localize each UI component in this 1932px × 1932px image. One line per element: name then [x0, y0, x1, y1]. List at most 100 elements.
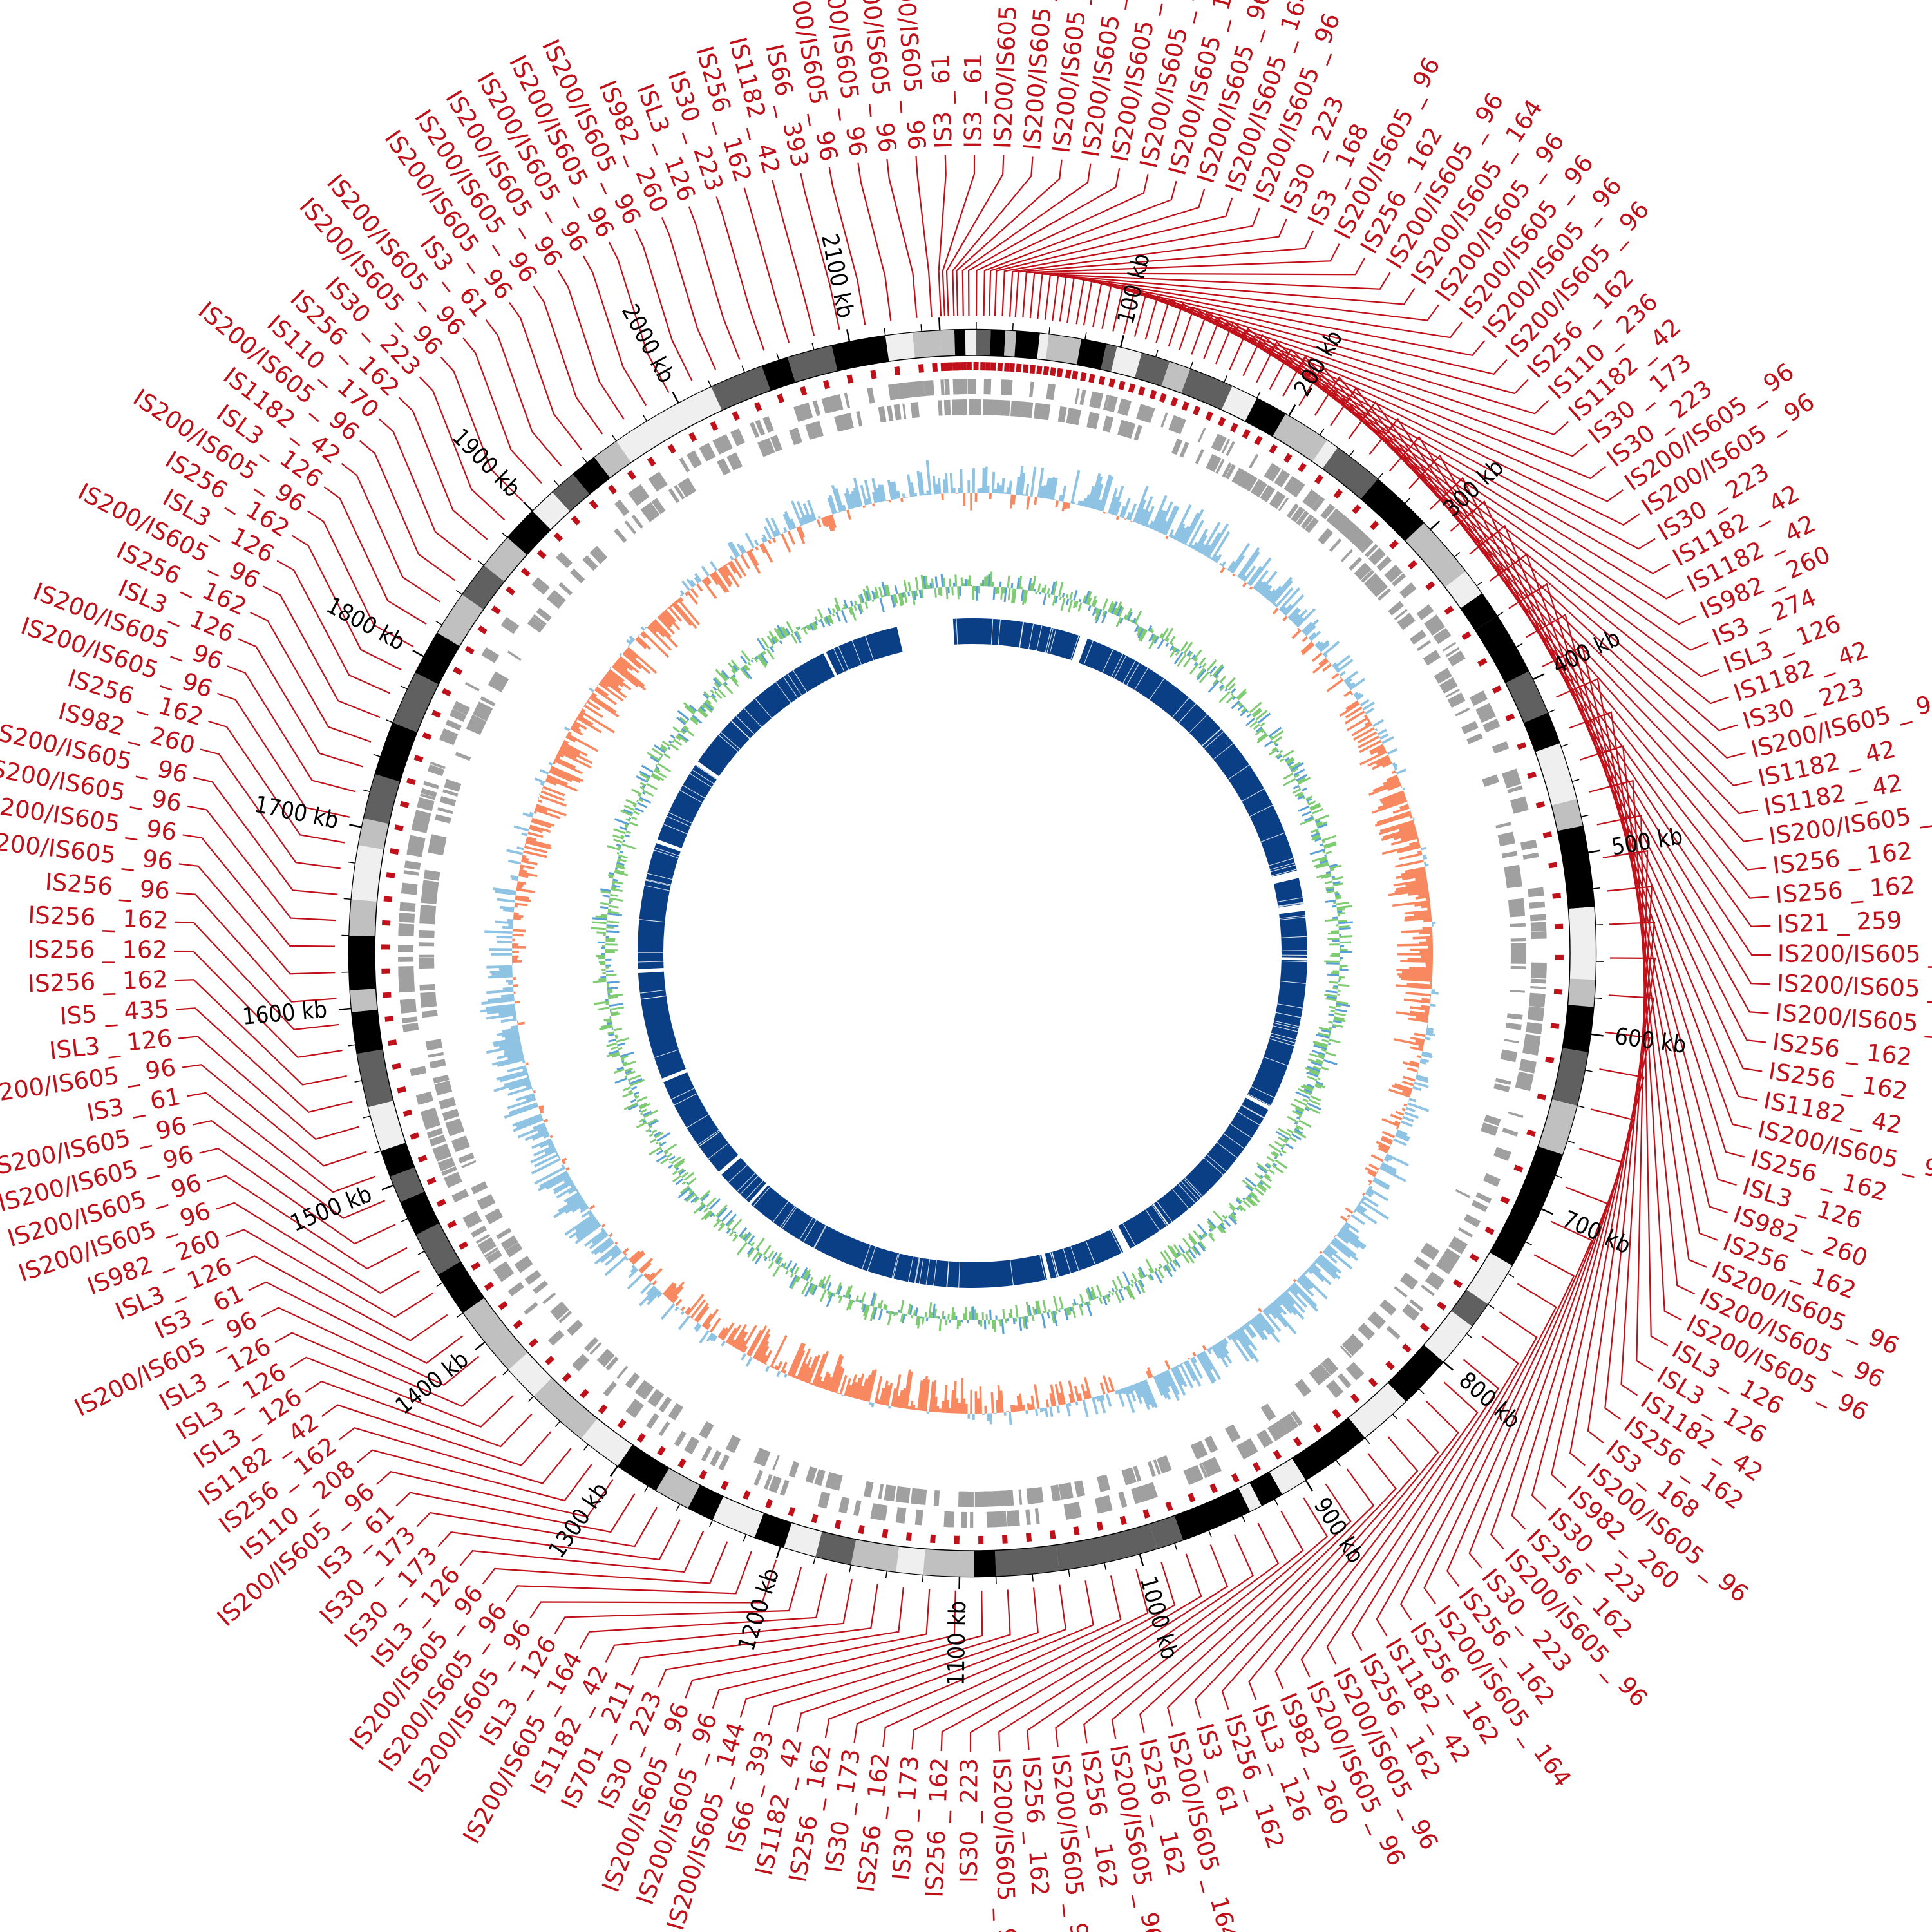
ideogram-band	[1322, 448, 1378, 499]
gene-mark	[718, 1454, 730, 1471]
gene-mark	[1074, 1480, 1086, 1497]
is-element-label: IS200/IS605 _ 96	[1776, 969, 1932, 1005]
gene-mark	[1051, 1484, 1061, 1501]
homology-break	[1149, 678, 1165, 700]
gene-mark	[1260, 1403, 1276, 1421]
is-leader-line	[1139, 1483, 1352, 1734]
gene-mark	[1531, 931, 1547, 940]
gene-mark	[1425, 653, 1441, 666]
is-element-mark	[918, 364, 924, 373]
ideogram-band	[688, 1484, 724, 1520]
ideogram-band	[1111, 346, 1142, 378]
gene-mark	[1159, 1457, 1166, 1473]
homology-break	[745, 1180, 764, 1200]
gene-mark	[1447, 692, 1463, 703]
gene-mark	[1274, 1420, 1289, 1437]
gene-mark	[533, 1280, 547, 1293]
gene-mark	[1256, 1429, 1273, 1448]
homology-break	[1178, 1183, 1196, 1204]
homology-break	[1045, 627, 1052, 653]
homology-break	[654, 849, 679, 858]
is-leader-line	[712, 1590, 956, 1709]
gene-mark	[1427, 1271, 1445, 1287]
scale-tick	[373, 753, 381, 757]
scale-tick	[643, 1485, 649, 1493]
is-leader-line	[1144, 295, 1640, 526]
gene-mark	[1445, 688, 1461, 698]
is-leader-line	[419, 376, 506, 521]
is-element-mark	[1229, 422, 1238, 433]
gene-mark	[1123, 1467, 1137, 1485]
is-element-mark	[506, 586, 516, 596]
gene-mark	[1198, 1463, 1208, 1479]
gene-mark	[423, 781, 439, 790]
scale-tick	[1532, 673, 1545, 681]
gene-mark	[1046, 383, 1054, 400]
gene-mark	[1481, 1122, 1499, 1133]
is-leader-line	[942, 155, 976, 316]
homology-break	[1249, 804, 1273, 817]
gene-mark	[762, 417, 772, 433]
is-element-mark	[1314, 474, 1324, 484]
gene-mark	[1424, 1242, 1440, 1255]
homology-break	[1241, 788, 1265, 802]
gene-mark	[960, 399, 967, 415]
ideogram-band	[1568, 907, 1596, 980]
is-element-mark	[1192, 406, 1201, 416]
homology-block	[638, 843, 681, 969]
gene-mark	[425, 1039, 443, 1051]
is-element-mark	[1254, 435, 1263, 446]
is-element-mark	[1002, 1535, 1008, 1544]
gene-mark	[486, 1249, 502, 1264]
is-element-mark	[1025, 1533, 1032, 1542]
ideogram-band	[416, 1223, 460, 1275]
gene-mark	[983, 379, 992, 395]
gene-mark	[1447, 692, 1466, 708]
is-leader-line	[176, 892, 337, 1003]
gene-mark	[1495, 1077, 1511, 1085]
gene-mark	[1341, 1339, 1358, 1356]
gene-mark	[978, 1491, 989, 1507]
homology-break	[708, 1142, 729, 1160]
is-leader-line	[1075, 278, 1508, 375]
gene-mark	[1421, 1284, 1435, 1296]
gene-mark	[434, 1149, 452, 1162]
gene-mark	[656, 471, 668, 486]
is-element-mark	[765, 1499, 773, 1509]
gene-mark	[420, 793, 436, 800]
homology-break	[899, 626, 905, 652]
is-element-label: IS200/IS605 _ 96	[989, 0, 1024, 149]
gene-mark	[1079, 389, 1086, 406]
gene-mark	[1190, 1443, 1203, 1460]
is-leader-line	[485, 319, 562, 467]
is-leader-line	[1248, 1419, 1439, 1700]
gene-mark	[996, 1490, 1004, 1507]
gene-mark	[1510, 796, 1527, 806]
homology-break	[1280, 981, 1306, 984]
gc-content-series	[591, 571, 1353, 1332]
ideogram-band	[815, 1531, 857, 1565]
gene-mark	[773, 435, 782, 451]
ideogram-inner-edge	[374, 355, 1571, 1551]
homology-break	[654, 847, 679, 857]
is-leader-line	[440, 356, 524, 502]
gene-mark	[419, 954, 435, 958]
gene-mark	[1455, 707, 1470, 717]
is-element-mark	[1050, 367, 1056, 377]
homology-break	[772, 1201, 789, 1222]
scale-tick-label: 1600 kb	[242, 996, 328, 1030]
gene-mark	[1508, 1111, 1524, 1119]
scale-tick	[1377, 473, 1383, 480]
ideogram-band	[1535, 743, 1577, 806]
gene-mark	[1321, 1361, 1334, 1376]
homology-break	[740, 1175, 759, 1195]
gene-mark	[1516, 1078, 1533, 1087]
gene-mark	[1399, 582, 1416, 598]
ideogram-band	[1273, 413, 1327, 462]
homology-break	[687, 1113, 709, 1128]
gene-mark	[699, 1421, 714, 1439]
ideogram-band	[533, 1378, 598, 1439]
is-element-mark	[571, 515, 581, 526]
ideogram-band	[1077, 339, 1106, 370]
is-leader-line	[261, 1307, 480, 1386]
